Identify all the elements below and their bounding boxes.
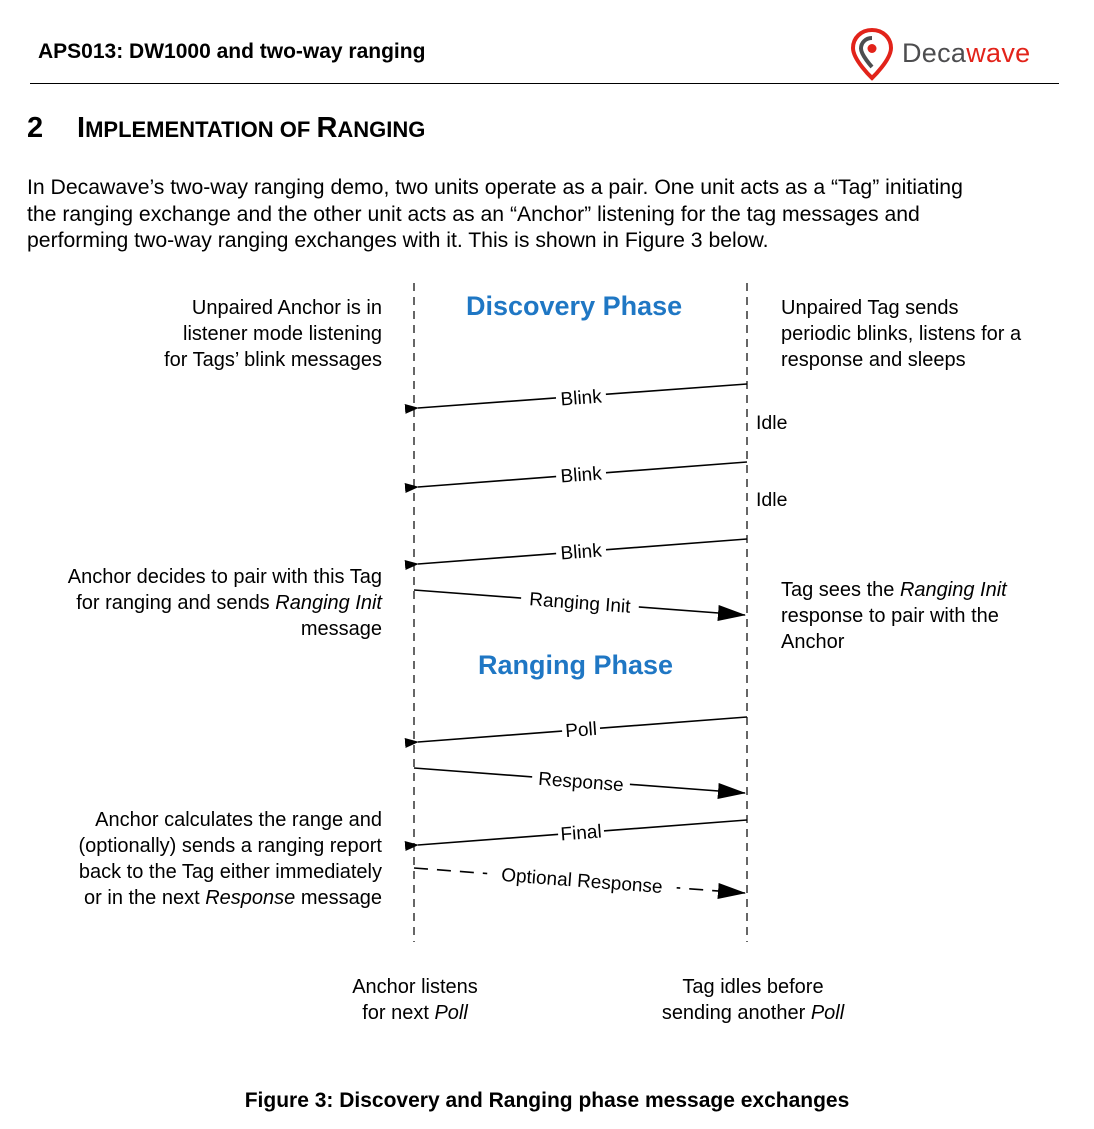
- message-label-poll: Poll: [565, 719, 598, 742]
- tag-note-blinks: Unpaired Tag sends periodic blinks, list…: [781, 297, 1022, 371]
- intro-line: In Decawave’s two-way ranging demo, two …: [27, 176, 963, 199]
- decawave-logo-icon: [850, 27, 894, 81]
- anchor-note-pairing: Anchor decides to pair with this Tag for…: [67, 566, 382, 640]
- intro-paragraph: In Decawave’s two-way ranging demo, two …: [27, 175, 1057, 255]
- intro-line: performing two-way ranging exchanges wit…: [27, 229, 769, 252]
- intro-line: the ranging exchange and the other unit …: [27, 202, 920, 226]
- tag-bottom-note: Tag idles before sending another Poll: [661, 976, 845, 1024]
- message-label-blink: Blink: [560, 463, 603, 487]
- decawave-logo: Decawave: [848, 26, 1048, 82]
- section-number: 2: [27, 112, 44, 144]
- anchor-note-listener: Unpaired Anchor is in listener mode list…: [164, 297, 382, 371]
- message-label-blink: Blink: [560, 386, 603, 410]
- document-header-title: APS013: DW1000 and two-way ranging: [38, 40, 426, 63]
- message-label-final: Final: [560, 822, 603, 846]
- section-heading: 2 IMPLEMENTATION OF RANGING: [27, 112, 426, 144]
- discovery-phase-title: Discovery Phase: [466, 291, 683, 321]
- message-label-ranging-init: Ranging Init: [529, 589, 632, 618]
- idle-label: Idle: [756, 489, 787, 511]
- anchor-bottom-note: Anchor listens for next Poll: [352, 976, 478, 1024]
- tag-note-pairing: Tag sees the Ranging Init response to pa…: [781, 579, 1007, 653]
- header-rule: [30, 83, 1059, 84]
- idle-label: Idle: [756, 412, 787, 434]
- ranging-phase-title: Ranging Phase: [478, 650, 674, 680]
- anchor-note-range-calc: Anchor calculates the range and (optiona…: [78, 809, 382, 909]
- figure-caption: Figure 3: Discovery and Ranging phase me…: [244, 1089, 850, 1112]
- message-label-blink: Blink: [560, 540, 603, 564]
- decawave-logo-text: Decawave: [902, 38, 1031, 68]
